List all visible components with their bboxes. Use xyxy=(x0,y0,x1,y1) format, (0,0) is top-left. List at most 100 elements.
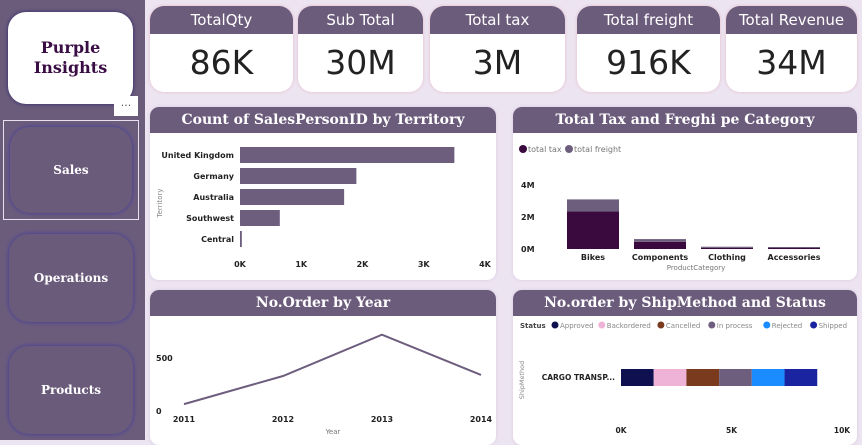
logo-text: Purple Insights xyxy=(33,38,108,77)
kpi-label: Sub Total xyxy=(298,6,423,34)
axis-title: Year xyxy=(325,428,341,436)
nav-sales-button[interactable]: Sales xyxy=(10,127,132,213)
territory-chart-panel: Count of SalesPersonID by Territory Terr… xyxy=(150,107,496,280)
legend-label: Backordered xyxy=(607,322,651,330)
chart-title: No.Order by Year xyxy=(150,290,496,316)
category-label: Southwest xyxy=(186,214,234,223)
tick-label: 4M xyxy=(521,181,535,190)
bar xyxy=(240,231,242,247)
bar-segment xyxy=(567,211,619,249)
tick-label: 10K xyxy=(834,426,851,435)
tick-label: 2014 xyxy=(470,415,493,424)
category-label: Central xyxy=(201,235,234,244)
tick-label: 2M xyxy=(521,213,535,222)
category-label: Components xyxy=(632,253,689,262)
kpi-label: TotalQty xyxy=(150,6,293,34)
legend-marker xyxy=(598,321,606,329)
bar-segment xyxy=(701,247,753,249)
kpi-value: 34M xyxy=(756,43,827,82)
legend-marker xyxy=(708,321,716,329)
nav-products[interactable]: Products xyxy=(3,340,139,440)
kpi-value: 30M xyxy=(325,43,396,82)
bar xyxy=(240,189,345,205)
kpi-total-qty: TotalQty 86K xyxy=(150,6,293,92)
nav-operations-button[interactable]: Operations xyxy=(9,234,133,322)
bar-segment xyxy=(653,369,687,386)
bar-segment xyxy=(634,241,686,249)
tick-label: 5K xyxy=(726,426,738,435)
bar-segment xyxy=(686,369,720,386)
tick-label: 0K xyxy=(234,260,247,269)
chart-title: Count of SalesPersonID by Territory xyxy=(150,107,496,133)
kpi-total-revenue: Total Revenue 34M xyxy=(726,6,857,92)
category-label: Clothing xyxy=(708,253,746,262)
tick-label: 4K xyxy=(479,260,492,269)
bar-segment xyxy=(621,369,654,386)
kpi-total-freight: Total freight 916K xyxy=(577,6,720,92)
territory-bar-chart: Territory United Kingdom Germany Australia S… xyxy=(156,147,492,269)
legend-marker xyxy=(519,145,527,153)
kpi-value: 86K xyxy=(189,43,254,82)
tick-label: 2011 xyxy=(173,415,196,424)
tick-label: 2012 xyxy=(272,415,294,424)
legend-marker xyxy=(810,321,818,329)
category-stacked-chart: total tax total freight 0M 2M 4M Bikes Compone… xyxy=(519,145,821,272)
bar-segment xyxy=(784,369,818,386)
legend-marker xyxy=(657,321,665,329)
category-label: Germany xyxy=(193,172,234,181)
chart-title: Total Tax and Freghi pe Category xyxy=(513,107,857,133)
legend-marker xyxy=(763,321,771,329)
series-line xyxy=(183,333,482,406)
kpi-sub-total: Sub Total 30M xyxy=(298,6,423,92)
legend-title: Status xyxy=(520,322,546,330)
shipmethod-stacked-chart: Status Approved Backordered Cancelled In pro… xyxy=(518,321,851,435)
category-chart-panel: Total Tax and Freghi pe Category total t… xyxy=(513,107,857,280)
year-chart-panel: No.Order by Year 500 0 2011 2012 2013 2014 Yea… xyxy=(150,290,496,445)
tick-label: 0K xyxy=(615,426,627,435)
chart-title: No.order by ShipMethod and Status xyxy=(513,290,857,316)
tick-label: 500 xyxy=(156,354,173,363)
bar-segment xyxy=(634,239,686,242)
nav-sales[interactable]: Sales xyxy=(3,120,139,220)
axis-title: ProductCategory xyxy=(667,264,726,272)
bar-segment xyxy=(567,199,619,212)
more-options-button[interactable]: ... xyxy=(114,96,138,116)
legend-label: total freight xyxy=(574,145,621,154)
axis-title: ShipMethod xyxy=(518,361,526,400)
category-label: United Kingdom xyxy=(161,151,234,160)
kpi-value: 3M xyxy=(472,43,523,82)
tick-label: 2K xyxy=(357,260,370,269)
bar xyxy=(240,168,357,184)
legend-label: Approved xyxy=(560,322,594,330)
bar xyxy=(240,147,455,163)
year-line-chart: 500 0 2011 2012 2013 2014 Year xyxy=(156,333,493,436)
axis-title: Territory xyxy=(156,188,164,218)
nav-operations[interactable]: Operations xyxy=(3,228,139,328)
tick-label: 1K xyxy=(295,260,308,269)
nav-products-button[interactable]: Products xyxy=(9,346,133,434)
logo-card: Purple Insights xyxy=(8,12,133,104)
legend-label: total tax xyxy=(528,145,562,154)
bar-segment xyxy=(701,246,753,248)
legend-label: Cancelled xyxy=(666,322,700,330)
bar xyxy=(240,210,280,226)
tick-label: 2013 xyxy=(371,415,393,424)
bar-segment xyxy=(768,248,820,249)
bar-segment xyxy=(768,247,820,248)
legend-label: Rejected xyxy=(772,322,802,330)
kpi-value: 916K xyxy=(606,43,691,82)
kpi-label: Total freight xyxy=(577,6,720,34)
legend-marker xyxy=(565,145,573,153)
tick-label: 3K xyxy=(418,260,431,269)
kpi-label: Total tax xyxy=(430,6,565,34)
kpi-label: Total Revenue xyxy=(726,6,857,34)
kpi-total-tax: Total tax 3M xyxy=(430,6,565,92)
bar-segment xyxy=(751,369,785,386)
shipmethod-chart-panel: No.order by ShipMethod and Status Status… xyxy=(513,290,857,445)
category-label: Bikes xyxy=(581,253,605,262)
bar-segment xyxy=(719,369,752,386)
category-label: CARGO TRANSP... xyxy=(542,373,615,382)
legend-label: In process xyxy=(717,322,753,330)
legend-marker xyxy=(551,321,559,329)
category-label: Australia xyxy=(193,193,234,202)
